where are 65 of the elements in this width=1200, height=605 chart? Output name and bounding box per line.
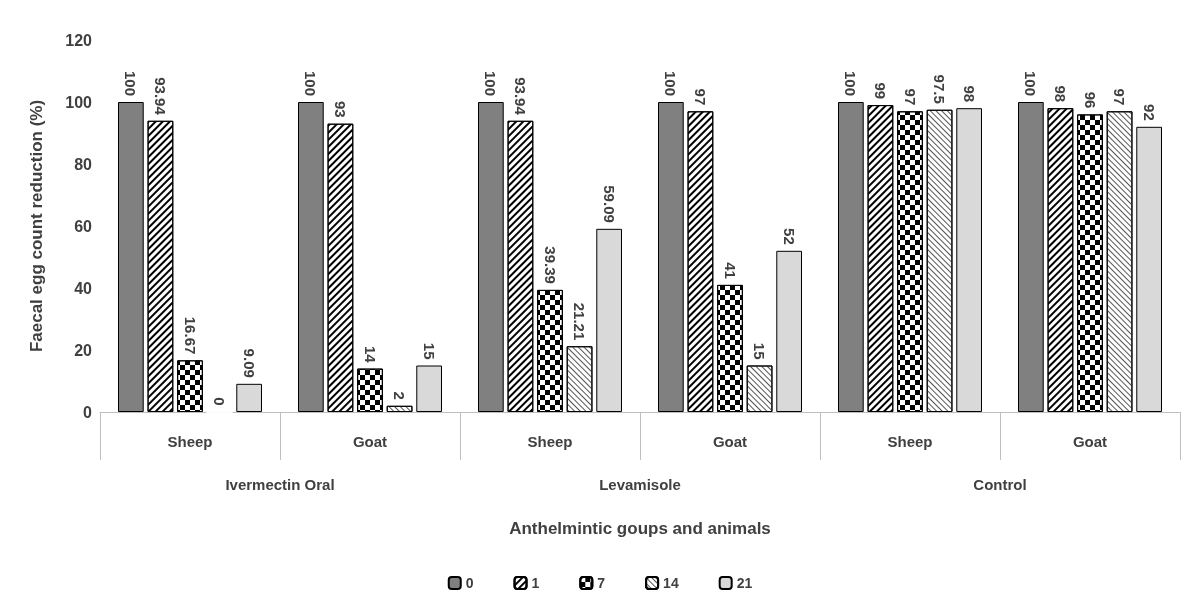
data-label: 97.5 [931, 74, 949, 104]
data-label: 2 [391, 391, 409, 400]
x-tick-label: Goat [352, 433, 388, 450]
bar [838, 102, 864, 412]
y-tick-label: 40 [74, 279, 93, 297]
data-label: 99 [871, 82, 889, 100]
bar [478, 102, 504, 412]
y-tick-label: 80 [74, 155, 93, 173]
text: Levamisole [599, 475, 681, 493]
data-label: 100 [302, 70, 320, 96]
data-label: 96 [1081, 91, 1099, 109]
text: Ivermectin Oral [225, 475, 335, 493]
data-label: 92 [1140, 104, 1158, 121]
data-label: 97 [1111, 88, 1129, 106]
bar [1018, 102, 1044, 412]
data-label: 98 [1051, 85, 1069, 103]
data-label: 98 [960, 85, 978, 103]
data-label: 9.09 [240, 348, 258, 378]
data-label: 100 [482, 70, 500, 96]
bar [596, 228, 622, 412]
data-label: 100 [842, 70, 860, 96]
data-label: 100 [662, 70, 680, 96]
x-tick-label: Sheep [887, 433, 933, 450]
bar [416, 365, 442, 412]
data-label: 15 [751, 342, 769, 360]
data-label: 59.09 [600, 185, 618, 223]
data-label: 16.67 [181, 316, 199, 355]
legend-label: 0 [465, 575, 474, 591]
bar [298, 102, 324, 412]
data-label: 0 [211, 397, 229, 406]
data-label: 41 [721, 262, 739, 279]
legend-label: 7 [597, 575, 606, 591]
data-label: 52 [780, 228, 798, 245]
legend-label: 1 [531, 575, 540, 591]
bar [776, 250, 802, 412]
x-tick-label: Sheep [527, 433, 573, 450]
data-label: 97 [901, 88, 919, 106]
data-label: 93.94 [511, 77, 529, 116]
data-label: 14 [361, 345, 379, 364]
bar [1136, 126, 1162, 412]
y-tick-label: 20 [74, 341, 93, 359]
x-tick-label: Goat [712, 433, 748, 450]
bar [118, 102, 144, 412]
data-label: 100 [1022, 70, 1040, 96]
y-axis-title: Faecal egg count reduction (%) [27, 99, 46, 353]
x-axis-title: Anthelmintic goups and animals [509, 519, 771, 538]
data-label: 93.94 [151, 77, 169, 116]
y-tick-label: 100 [65, 93, 93, 111]
data-label: 93 [331, 101, 349, 118]
data-label: 100 [122, 70, 140, 96]
y-tick-label: 120 [65, 31, 93, 49]
data-label: 15 [420, 342, 438, 360]
y-tick-label: 60 [74, 217, 93, 235]
legend-label: 21 [736, 575, 753, 591]
data-label: 97 [691, 88, 709, 106]
x-tick-label: Goat [1072, 433, 1108, 450]
legend-label: 14 [663, 575, 679, 591]
bar [236, 383, 262, 412]
x-tick-label: Sheep [167, 433, 213, 450]
data-label: 21.21 [571, 302, 589, 341]
bar [956, 108, 982, 412]
y-tick-label: 0 [83, 403, 93, 421]
data-label: 39.39 [541, 246, 559, 284]
bar [658, 102, 684, 412]
text: Control [973, 475, 1027, 493]
